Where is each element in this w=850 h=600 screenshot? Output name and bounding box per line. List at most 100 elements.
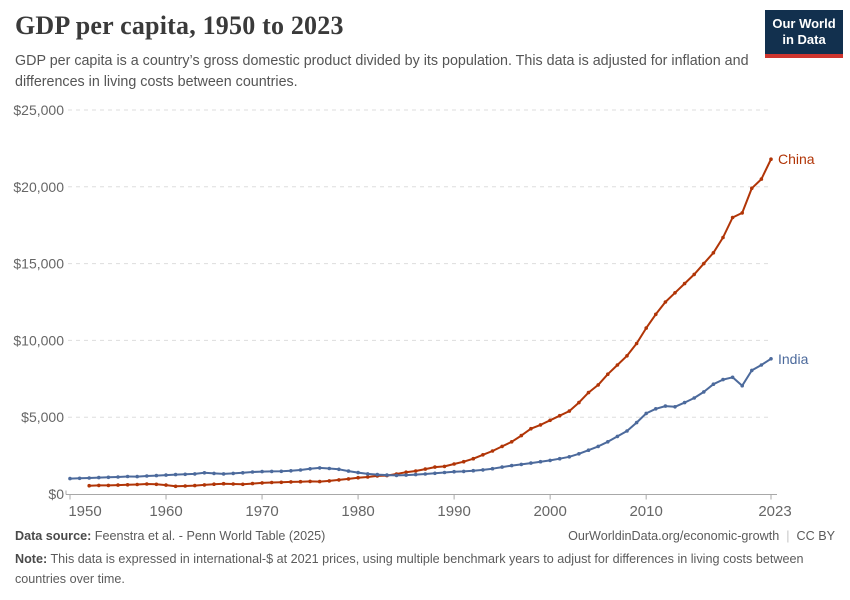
data-point-china <box>269 480 274 485</box>
data-point-china <box>557 413 562 418</box>
data-point-china <box>644 326 648 330</box>
chart-footer: Data source: Feenstra et al. - Penn Worl… <box>15 529 835 589</box>
x-axis-tick-label: 1970 <box>245 503 278 520</box>
data-point-india <box>654 407 658 411</box>
data-point-india <box>682 400 687 405</box>
data-point-china <box>769 157 773 161</box>
data-point-china <box>413 469 418 473</box>
data-point-china <box>106 483 111 488</box>
data-point-india <box>711 382 716 387</box>
data-point-china <box>509 440 514 444</box>
data-point-china <box>471 456 476 461</box>
owid-url-link[interactable]: OurWorldinData.org/economic-growth <box>568 529 780 543</box>
x-axis-tick-label: 2010 <box>629 503 662 520</box>
data-point-india <box>97 475 101 480</box>
footer-divider: | <box>786 529 790 543</box>
data-point-india <box>164 473 168 477</box>
data-point-india <box>471 468 476 473</box>
data-point-india <box>135 474 139 479</box>
data-point-india <box>183 472 187 477</box>
chart-subtitle: GDP per capita is a country’s gross dome… <box>15 53 749 90</box>
data-point-china <box>289 480 293 484</box>
data-point-china <box>519 433 524 438</box>
data-point-china <box>500 444 504 449</box>
data-point-india <box>481 468 485 472</box>
series-label-india[interactable]: India <box>778 351 809 367</box>
data-point-india <box>596 444 600 449</box>
data-point-india <box>154 473 159 478</box>
data-point-india <box>490 466 495 471</box>
data-point-china <box>298 479 303 484</box>
data-point-china <box>682 281 687 286</box>
data-source-value: Feenstra et al. - Penn World Table (2025… <box>94 529 326 543</box>
data-point-china <box>740 211 744 215</box>
x-axis-tick-label: 1980 <box>341 503 374 520</box>
data-point-china <box>365 475 370 479</box>
data-point-india <box>769 357 773 361</box>
data-point-india <box>452 469 456 474</box>
data-point-india <box>433 471 437 476</box>
y-axis-tick-label: $0 <box>48 486 64 502</box>
data-point-china <box>481 453 485 457</box>
data-point-india <box>375 472 380 477</box>
data-point-china <box>433 465 437 469</box>
data-point-india <box>529 461 533 465</box>
data-point-india <box>87 476 91 480</box>
data-point-china <box>577 400 581 405</box>
data-point-china <box>461 459 466 464</box>
series-label-china[interactable]: China <box>778 151 815 167</box>
data-point-india <box>413 472 418 477</box>
data-point-india <box>221 472 226 476</box>
data-point-china <box>231 482 235 486</box>
data-point-india <box>606 440 610 444</box>
data-point-china <box>692 272 696 277</box>
data-point-china <box>87 483 91 488</box>
data-point-china <box>356 475 360 480</box>
y-axis-tick-label: $5,000 <box>21 409 64 425</box>
data-point-india <box>116 475 120 479</box>
data-point-india <box>365 472 370 476</box>
license-link[interactable]: CC BY <box>796 529 836 543</box>
line-india[interactable] <box>69 357 772 480</box>
data-point-china <box>702 261 706 266</box>
data-point-china <box>423 467 428 471</box>
owid-logo[interactable]: Our World in Data <box>765 10 843 58</box>
data-point-china <box>164 483 168 487</box>
data-point-china <box>625 354 629 358</box>
data-point-india <box>298 468 303 472</box>
x-axis-tick-label: 1950 <box>68 503 101 520</box>
data-point-china <box>97 483 101 488</box>
data-point-china <box>490 449 495 453</box>
data-point-china <box>346 477 351 481</box>
data-point-china <box>173 484 178 489</box>
data-point-china <box>250 481 255 486</box>
data-point-india <box>442 470 447 475</box>
data-point-india <box>241 471 245 475</box>
y-axis-tick-label: $25,000 <box>13 102 64 118</box>
x-axis-tick-label: 1990 <box>437 503 470 520</box>
data-source: Data source: Feenstra et al. - Penn Worl… <box>15 529 325 543</box>
data-point-india <box>106 475 111 480</box>
data-point-china <box>125 483 130 487</box>
data-point-india <box>740 383 744 388</box>
chart-note: Note: This data is expressed in internat… <box>15 550 830 589</box>
data-point-india <box>212 471 216 476</box>
data-point-india <box>77 476 82 481</box>
data-point-china <box>548 418 552 423</box>
line-china[interactable] <box>89 158 772 488</box>
data-point-china <box>586 390 591 395</box>
data-point-india <box>260 469 264 474</box>
data-point-china <box>317 479 322 484</box>
data-point-india <box>404 473 408 477</box>
data-point-china <box>634 341 639 346</box>
data-point-china <box>452 462 456 466</box>
data-point-india <box>644 411 648 416</box>
y-axis-tick-label: $20,000 <box>13 179 64 195</box>
data-point-china <box>260 481 264 485</box>
data-point-china <box>279 480 284 485</box>
data-point-china <box>193 483 197 488</box>
data-point-china <box>212 482 216 487</box>
data-point-china <box>711 251 716 255</box>
data-point-india <box>557 456 562 461</box>
data-point-india <box>702 390 706 394</box>
